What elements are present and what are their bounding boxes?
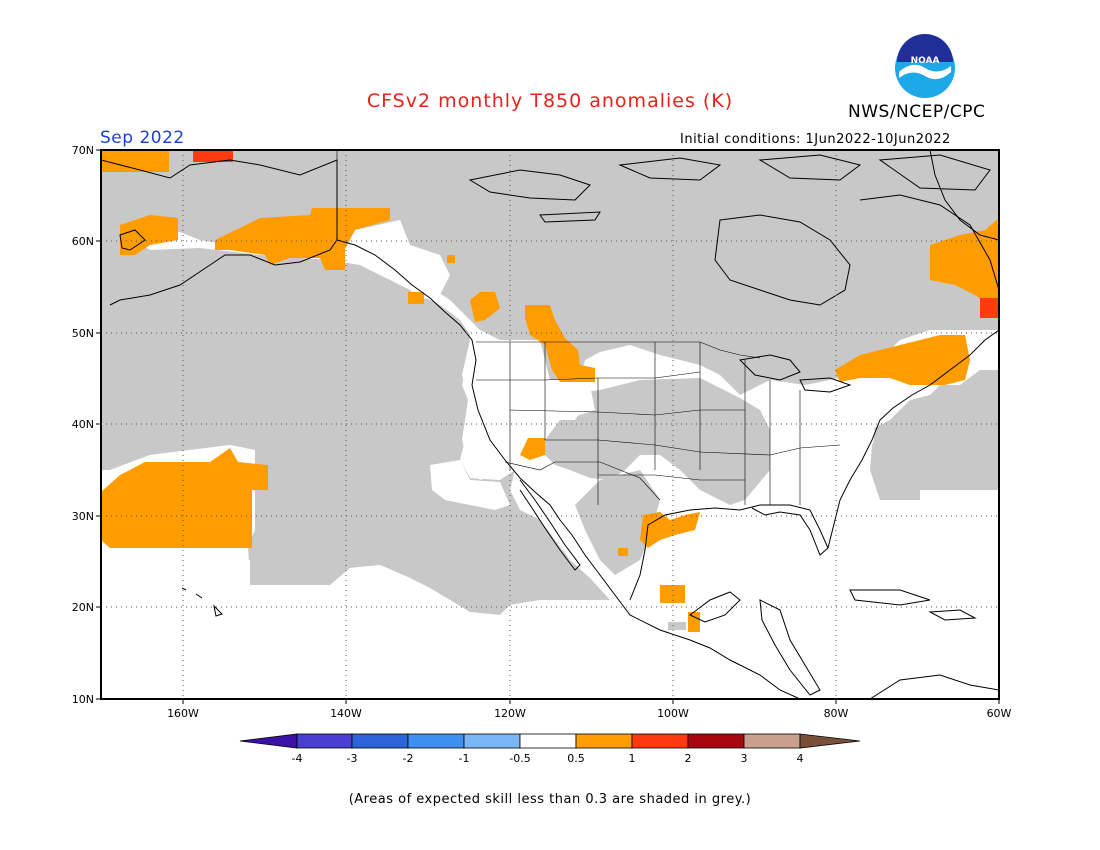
lat-label: 40N <box>72 418 94 431</box>
legend-bin <box>296 733 353 749</box>
lat-label: 10N <box>72 693 94 706</box>
longitude-labels: 160W 140W 120W 100W 80W 60W <box>167 707 1011 720</box>
lon-label: 100W <box>657 707 689 720</box>
agency-label: NWS/NCEP/CPC <box>848 102 986 122</box>
lat-label: 30N <box>72 510 94 523</box>
legend-tick: -4 <box>292 752 303 765</box>
lat-label: 60N <box>72 235 94 248</box>
lat-label: 20N <box>72 601 94 614</box>
lon-label: 140W <box>330 707 362 720</box>
legend-bin <box>463 733 521 749</box>
legend-tick: 1 <box>629 752 636 765</box>
positive-anomaly-1-to-2 <box>193 150 999 318</box>
legend-tick: -2 <box>403 752 414 765</box>
noaa-logo: NOAA <box>895 34 955 98</box>
legend-bin <box>687 733 745 749</box>
latitude-labels: 70N 60N 50N 40N 30N 20N 10N <box>72 144 94 706</box>
coastlines <box>101 150 999 699</box>
initial-conditions: Initial conditions: 1Jun2022-10Jun2022 <box>680 132 951 147</box>
legend-tick: -3 <box>347 752 358 765</box>
lat-label: 50N <box>72 327 94 340</box>
legend-tick: -1 <box>459 752 470 765</box>
lon-label: 80W <box>824 707 849 720</box>
lon-label: 160W <box>167 707 199 720</box>
legend-tick: 3 <box>741 752 748 765</box>
legend-arrow-low <box>239 733 298 749</box>
footnote: (Areas of expected skill less than 0.3 a… <box>348 792 752 807</box>
lon-label: 120W <box>494 707 526 720</box>
legend-tick: 2 <box>685 752 692 765</box>
lat-label: 70N <box>72 144 94 157</box>
positive-anomaly-0-5-to-1 <box>101 150 999 632</box>
logo-text: NOAA <box>911 56 940 66</box>
map-title: CFSv2 monthly T850 anomalies (K) <box>366 90 734 112</box>
legend-arrow-high <box>799 733 861 749</box>
political-boundaries <box>336 150 841 505</box>
legend-bin <box>519 733 577 749</box>
white-low-anomaly-areas <box>101 220 999 699</box>
legend-tick: 4 <box>797 752 804 765</box>
legend-tick-labels: -4 -3 -2 -1 -0.5 0.5 1 2 3 4 <box>292 752 804 765</box>
legend-bin <box>743 733 801 749</box>
legend-bin <box>351 733 409 749</box>
legend-bin <box>575 733 633 749</box>
legend-tick: -0.5 <box>509 752 530 765</box>
legend-bin <box>631 733 689 749</box>
legend-tick: 0.5 <box>567 752 585 765</box>
legend-bin <box>407 733 465 749</box>
forecast-period: Sep 2022 <box>100 128 185 148</box>
axis-ticks <box>96 149 1000 704</box>
lon-label: 60W <box>987 707 1012 720</box>
